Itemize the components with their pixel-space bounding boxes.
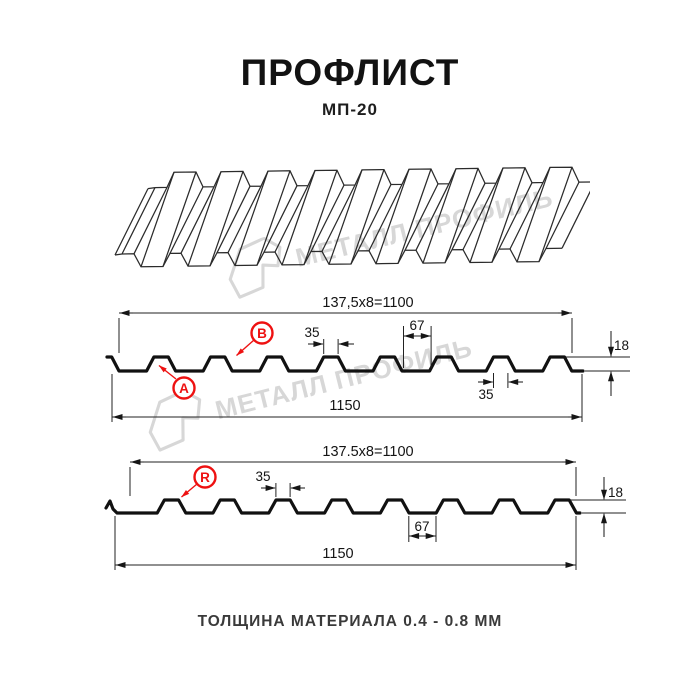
label-b: B xyxy=(257,326,267,341)
drawing-line xyxy=(154,166,590,189)
sheet-3d-view xyxy=(114,166,590,268)
dim-modules-width: 137,5x8=1100 xyxy=(322,295,413,311)
dimension-lines xyxy=(111,312,630,422)
watermark-lower: МЕТАЛЛ ПРОФИЛЬ xyxy=(139,320,478,456)
material-thickness-note: ТОЛЩИНА МАТЕРИАЛА 0.4 - 0.8 ММ xyxy=(197,613,503,630)
profile-outline xyxy=(104,498,582,515)
dim-modules-width: 137.5x8=1100 xyxy=(322,444,413,460)
dim-rib-bottom-width: 35 xyxy=(478,387,493,402)
cross-section-1: 137,5x8=1100 35 67 18 35 1150 A B xyxy=(105,295,630,422)
dim-valley-width: 67 xyxy=(409,318,424,333)
drawing-line xyxy=(114,186,156,256)
cross-section-2: 137.5x8=1100 35 67 18 1150 R xyxy=(104,444,626,570)
label-a: A xyxy=(179,381,189,396)
label-r: R xyxy=(200,470,210,485)
drawing-line xyxy=(561,190,590,249)
dim-rib-top-width: 35 xyxy=(304,325,319,340)
metal-profil-logo-icon xyxy=(148,389,202,452)
label-b-callout: B xyxy=(236,321,274,357)
label-a-callout: A xyxy=(158,364,196,400)
dimension-arrows xyxy=(112,310,614,420)
dim-rib-top-width: 35 xyxy=(255,469,270,484)
profile-outline xyxy=(105,355,585,373)
dim-valley-width: 67 xyxy=(414,519,429,534)
drawing-line xyxy=(121,247,563,268)
dim-overall-width: 1150 xyxy=(322,546,353,562)
dim-profile-height: 18 xyxy=(614,338,629,353)
drawing-line xyxy=(133,166,580,268)
dim-profile-height: 18 xyxy=(608,485,623,500)
dim-overall-width: 1150 xyxy=(329,398,360,414)
label-r-callout: R xyxy=(181,465,217,498)
watermark-upper: МЕТАЛЛ ПРОФИЛЬ xyxy=(219,169,559,302)
metal-profil-logo-icon xyxy=(228,236,282,299)
dimension-lines xyxy=(114,461,626,570)
product-code: МП-20 xyxy=(322,100,378,119)
dimension-arrows xyxy=(115,459,607,568)
page-title: ПРОФЛИСТ xyxy=(240,52,460,93)
